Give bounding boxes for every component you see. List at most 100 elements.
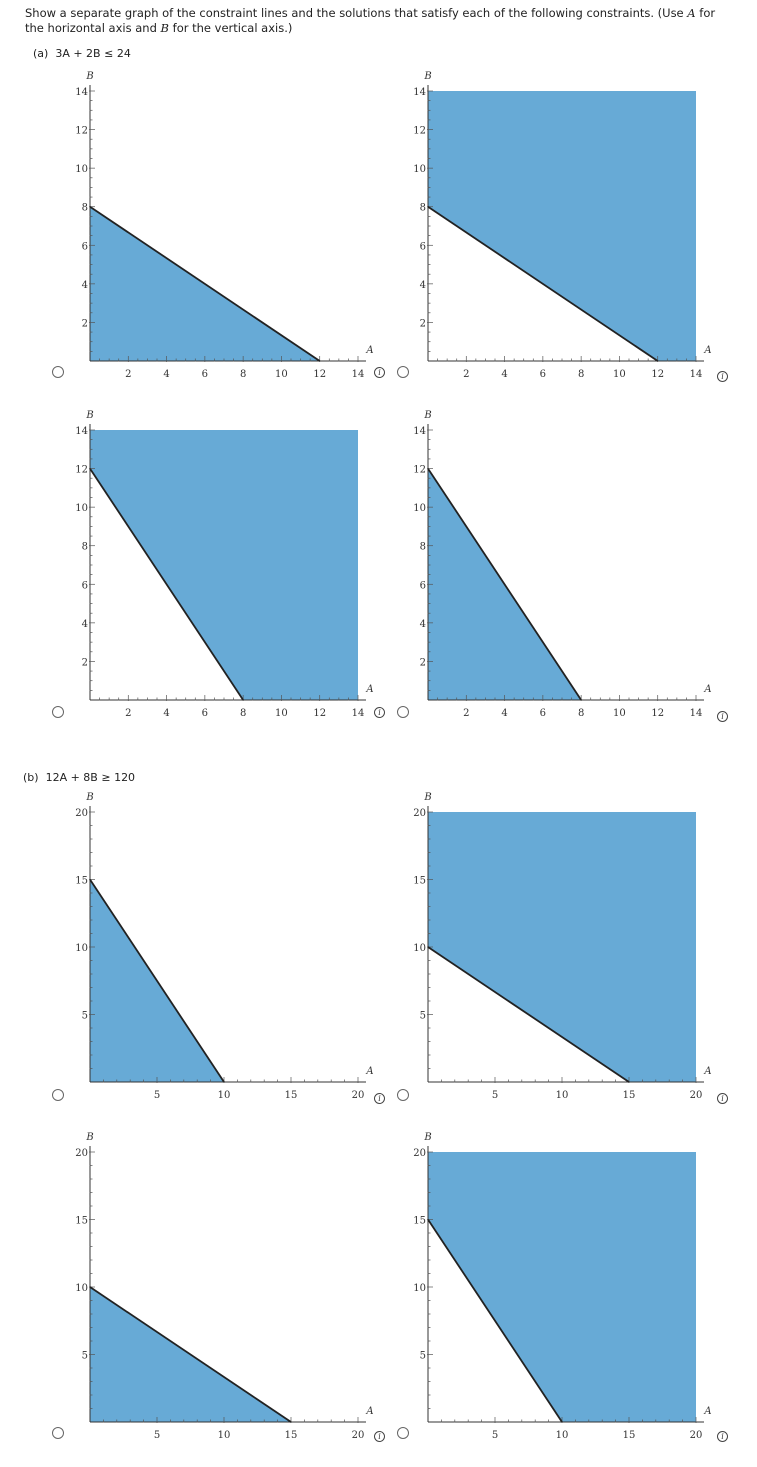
x-tick-label: 14	[352, 369, 365, 380]
y-tick-label: 14	[413, 87, 426, 98]
y-tick-label: 10	[75, 943, 88, 954]
constraint-line	[89, 205, 321, 362]
x-tick-label: 12	[313, 708, 326, 719]
y-tick-label: 4	[82, 280, 88, 291]
instructions-var-a: A	[687, 6, 696, 20]
y-tick-label: 2	[82, 318, 88, 329]
info-icon[interactable]: i	[717, 1431, 728, 1442]
x-tick-label: 2	[463, 708, 469, 719]
y-tick-label: 14	[413, 426, 426, 437]
x-tick-label: 2	[463, 369, 469, 380]
x-tick-label: 10	[556, 1430, 569, 1441]
y-tick-label: 10	[413, 1283, 426, 1294]
x-axis-label: A	[703, 345, 711, 356]
y-tick-label: 10	[75, 164, 88, 175]
info-icon[interactable]: i	[374, 1431, 385, 1442]
y-tick-label: 12	[413, 126, 426, 137]
y-tick-label: 8	[82, 542, 88, 553]
constraint-line	[89, 1286, 292, 1423]
constraint-line	[89, 879, 225, 1083]
part-a-letter: (a)	[33, 47, 49, 60]
instructions: Show a separate graph of the constraint …	[25, 6, 725, 36]
y-tick-label: 12	[75, 465, 88, 476]
feasible-region	[428, 812, 696, 1082]
info-icon[interactable]: i	[717, 1093, 728, 1104]
info-icon[interactable]: i	[717, 371, 728, 382]
y-tick-label: 5	[420, 1351, 426, 1362]
info-icon[interactable]: i	[374, 367, 385, 378]
x-tick-label: 15	[623, 1430, 636, 1441]
x-axis-label: A	[703, 684, 711, 695]
x-tick-label: 20	[352, 1090, 365, 1101]
y-tick-label: 20	[75, 1148, 88, 1159]
x-tick-label: 8	[578, 708, 584, 719]
x-axis-label: A	[703, 1406, 711, 1417]
info-icon[interactable]: i	[717, 711, 728, 722]
y-tick-label: 5	[82, 1351, 88, 1362]
x-tick-label: 15	[623, 1090, 636, 1101]
x-tick-label: 4	[163, 369, 169, 380]
x-tick-label: 5	[154, 1430, 160, 1441]
x-tick-label: 2	[125, 369, 131, 380]
info-icon[interactable]: i	[374, 1093, 385, 1104]
option-radio-8[interactable]	[397, 1427, 409, 1439]
feasible-region	[90, 430, 358, 700]
y-tick-label: 10	[413, 503, 426, 514]
y-tick-label: 4	[420, 280, 426, 291]
x-tick-label: 12	[313, 369, 326, 380]
option-radio-3[interactable]	[52, 706, 64, 718]
x-tick-label: 8	[578, 369, 584, 380]
y-tick-label: 15	[75, 876, 88, 887]
x-axis-label: A	[365, 1406, 373, 1417]
instructions-text-2: for the horizontal axis and	[25, 6, 716, 35]
y-tick-label: 5	[420, 1011, 426, 1022]
y-tick-label: 12	[75, 126, 88, 137]
y-axis-label: B	[423, 71, 431, 82]
option-radio-4[interactable]	[397, 706, 409, 718]
x-tick-label: 6	[202, 369, 208, 380]
x-tick-label: 5	[492, 1090, 498, 1101]
x-tick-label: 10	[613, 369, 626, 380]
x-tick-label: 8	[240, 708, 246, 719]
constraint-graph-2: 2 4 6 8 10 12 14 2 4 6 8 10 12 14 A B	[413, 71, 711, 380]
x-tick-label: 5	[154, 1090, 160, 1101]
info-icon[interactable]: i	[374, 707, 385, 718]
y-tick-label: 4	[420, 619, 426, 630]
option-radio-2[interactable]	[397, 366, 409, 378]
x-tick-label: 14	[352, 708, 365, 719]
y-tick-label: 20	[75, 808, 88, 819]
option-radio-5[interactable]	[52, 1089, 64, 1101]
constraint-line	[427, 1219, 563, 1423]
part-a-label: (a) 3A + 2B ≤ 24	[33, 47, 131, 60]
y-tick-label: 14	[75, 87, 88, 98]
y-tick-label: 6	[82, 241, 88, 252]
feasible-region	[428, 91, 696, 361]
constraint-graph-7: 5 10 15 20 5 10 15 20 A B	[75, 1132, 373, 1441]
x-tick-label: 15	[285, 1430, 298, 1441]
instructions-text-3: for the vertical axis.)	[168, 21, 293, 35]
y-tick-label: 6	[82, 580, 88, 591]
y-tick-label: 14	[75, 426, 88, 437]
constraint-graph-8: 5 10 15 20 5 10 15 20 A B	[413, 1132, 711, 1441]
x-tick-label: 14	[690, 708, 703, 719]
part-b-constraint: 12A + 8B ≥ 120	[45, 771, 136, 784]
y-tick-label: 6	[420, 241, 426, 252]
x-tick-label: 10	[613, 708, 626, 719]
y-axis-label: B	[423, 410, 431, 421]
option-radio-7[interactable]	[52, 1427, 64, 1439]
y-tick-label: 10	[75, 1283, 88, 1294]
x-tick-label: 10	[275, 369, 288, 380]
y-tick-label: 20	[413, 1148, 426, 1159]
y-tick-label: 10	[413, 943, 426, 954]
y-tick-label: 4	[82, 619, 88, 630]
x-axis-label: A	[365, 345, 373, 356]
x-tick-label: 10	[218, 1090, 231, 1101]
option-radio-1[interactable]	[52, 366, 64, 378]
constraint-line	[427, 468, 582, 701]
y-tick-label: 8	[420, 203, 426, 214]
x-tick-label: 20	[352, 1430, 365, 1441]
x-tick-label: 20	[690, 1090, 703, 1101]
x-tick-label: 6	[540, 708, 546, 719]
option-radio-6[interactable]	[397, 1089, 409, 1101]
y-axis-label: B	[423, 1132, 431, 1143]
